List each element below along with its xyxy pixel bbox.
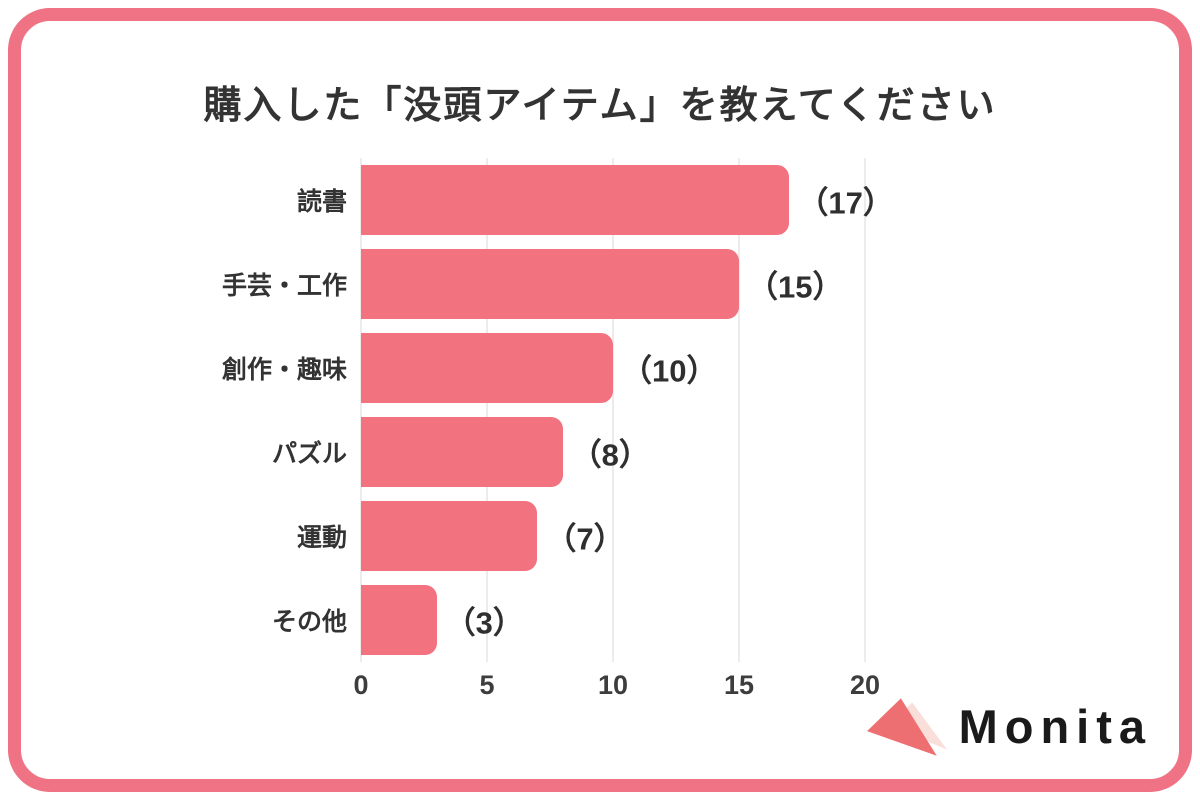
gridline-0 — [360, 158, 362, 662]
bar-row: パズル （8） — [272, 410, 865, 494]
x-tick-label: 10 — [597, 670, 629, 700]
bar: （8） — [361, 417, 650, 487]
bar: （10） — [361, 333, 717, 403]
bar-row: 運動 （7） — [297, 494, 865, 578]
bar: （17） — [361, 165, 894, 235]
value-label: （17） — [797, 185, 894, 221]
x-tick-label: 15 — [723, 670, 755, 700]
value-label: （3） — [444, 605, 524, 641]
bar-rows: 読書 （17） 手芸・工作 （15） 創作・趣味 （10） パズル （8） 運動 （7） その他 （3… — [222, 158, 894, 662]
bar-row: 読書 （17） — [297, 158, 894, 242]
bar-chart-plot-area: 読書 （17） 手芸・工作 （15） 創作・趣味 （10） パズル （8） 運動 （7） その他 （3… — [222, 158, 894, 662]
x-tick-label: 20 — [849, 670, 881, 700]
gridline-5 — [486, 158, 488, 662]
category-label: 読書 — [296, 188, 347, 216]
category-label: パズル — [271, 440, 347, 468]
category-label: 創作・趣味 — [221, 356, 347, 384]
x-tick-label: 5 — [479, 670, 495, 700]
bar-row: その他 （3） — [272, 578, 865, 662]
gridline-10 — [612, 158, 614, 662]
value-label: （10） — [621, 353, 718, 389]
bar: （7） — [361, 501, 625, 571]
value-label: （15） — [747, 269, 844, 305]
value-label: （8） — [570, 437, 650, 473]
gridline-15 — [738, 158, 740, 662]
brand-logo: Monita — [865, 694, 1152, 758]
category-label: 手芸・工作 — [221, 272, 347, 300]
category-label: その他 — [271, 608, 347, 636]
brand-name: Monita — [958, 699, 1152, 753]
bar: （15） — [361, 249, 843, 319]
value-label: （7） — [545, 521, 625, 557]
bar-row: 創作・趣味 （10） — [222, 326, 865, 410]
gridline-20 — [864, 158, 866, 662]
x-tick-label: 0 — [353, 670, 369, 700]
chart-title: 購入した「没頭アイテム」を教えてください — [203, 85, 997, 127]
bar-row: 手芸・工作 （15） — [222, 242, 865, 326]
category-label: 運動 — [296, 524, 347, 552]
x-axis-tick-labels: 0 5 10 15 20 — [353, 670, 880, 706]
monita-triangle-icon — [866, 698, 947, 756]
bar: （3） — [361, 585, 524, 655]
